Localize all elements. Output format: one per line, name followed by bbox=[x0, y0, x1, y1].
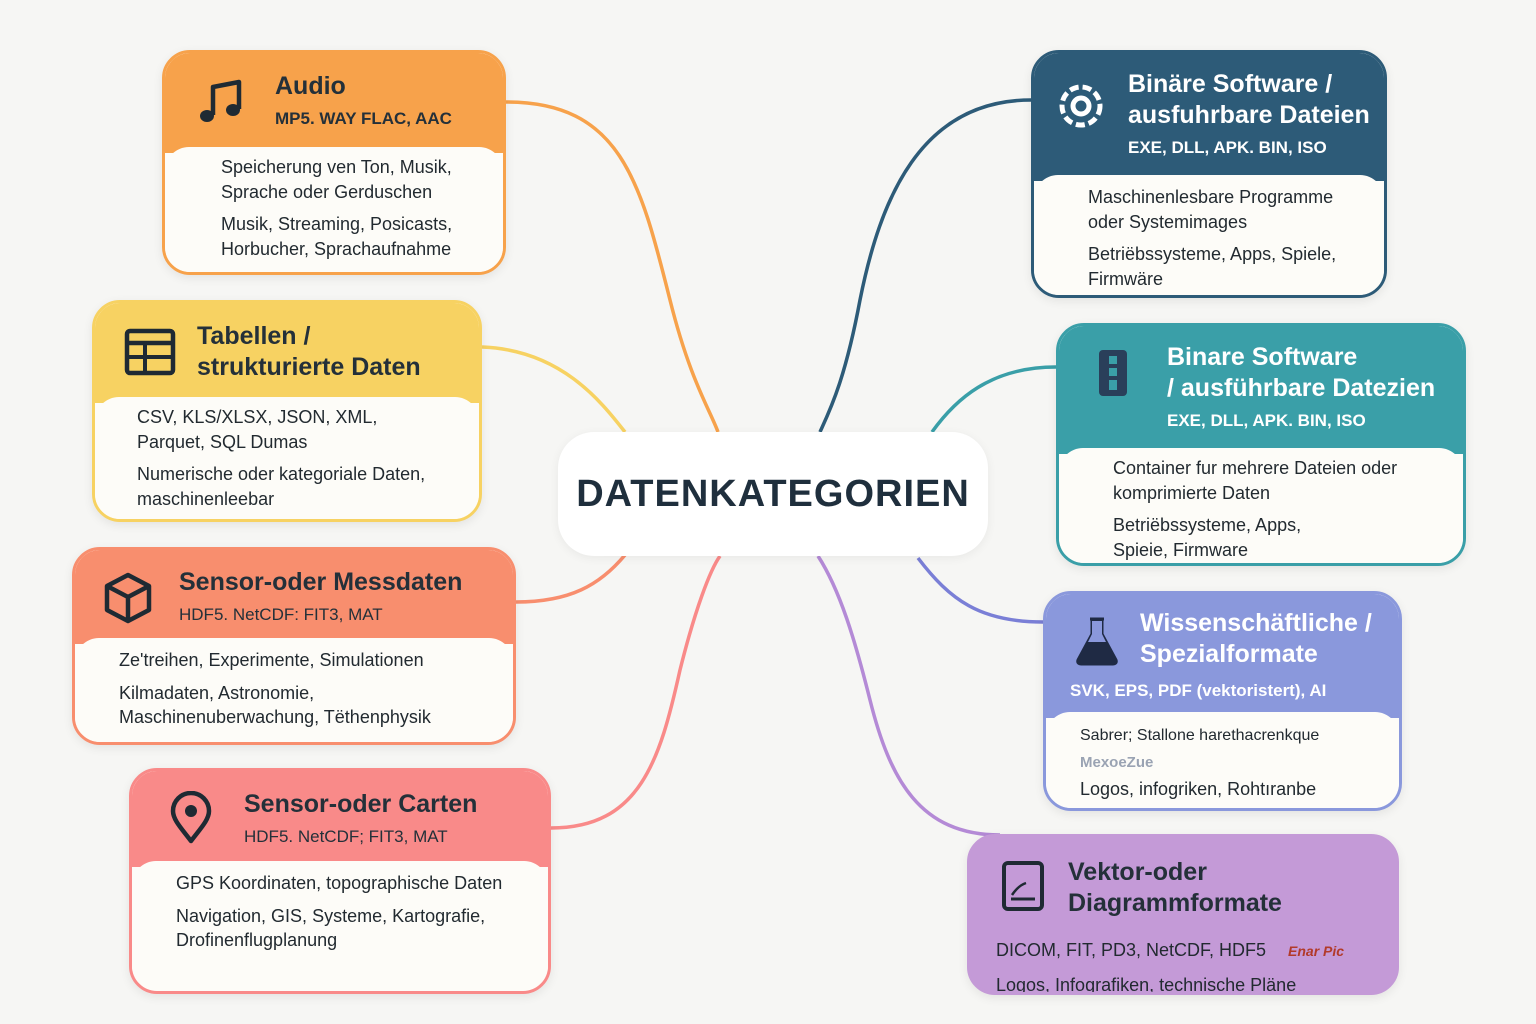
audio-title: Audio bbox=[275, 72, 346, 100]
science-faded-text: MexoeZue bbox=[1080, 753, 1154, 771]
geo-formats: HDF5. NetCDF; FIT3, MAT bbox=[244, 827, 448, 846]
map-pin-icon bbox=[164, 791, 218, 845]
cube-icon bbox=[101, 570, 155, 624]
vector-examples: Logos, Infografiken, technische Pläne bbox=[996, 975, 1297, 995]
node-science: Wissenschäftliche / Spezialformate SVK, … bbox=[1043, 591, 1402, 811]
tablet-chart-icon bbox=[996, 859, 1050, 913]
tables-title-line2: strukturierte Daten bbox=[197, 353, 421, 381]
flask-icon bbox=[1070, 614, 1124, 668]
vector-formats-row: DICOM, FIT, PD3, NetCDF, HDF5 Enar Pic bbox=[996, 933, 1376, 968]
node-vector: Vektor-oder Diagrammformate DICOM, FIT, … bbox=[967, 834, 1399, 995]
science-description: Sabrer; Stallone harethacrenkque bbox=[1080, 727, 1320, 744]
center-node: DATENKATEGORIEN bbox=[558, 432, 988, 556]
binary2-description: Container fur mehrere Dateien oder kompr… bbox=[1113, 458, 1398, 503]
archive-icon bbox=[1087, 346, 1141, 400]
geo-description: GPS Koordinaten, topographische Daten bbox=[176, 873, 503, 893]
binary1-title-line1: Binäre Software / bbox=[1128, 70, 1333, 98]
connector-binary1 bbox=[818, 98, 1032, 433]
sensor-description: Ze'treihen, Experimente, Simulationen bbox=[119, 650, 424, 670]
binary2-title-line2: / ausführbare Datezien bbox=[1167, 374, 1436, 402]
sensor-formats: HDF5. NetCDF: FIT3, MAT bbox=[179, 605, 383, 624]
geo-title: Sensor-oder Carten bbox=[244, 790, 478, 818]
binary1-title-line2: ausfuhrbare Dateien bbox=[1128, 101, 1370, 129]
node-binary-software-1: Binäre Software / ausfuhrbare Dateien EX… bbox=[1031, 50, 1387, 298]
connector-science bbox=[916, 556, 1044, 624]
vector-title-line1: Vektor-oder bbox=[1068, 858, 1207, 886]
gear-icon bbox=[1054, 79, 1108, 133]
binary1-description: Maschinenlesbare Programme oder Systemim… bbox=[1088, 187, 1334, 232]
connector-sensor bbox=[515, 553, 627, 604]
node-tables: Tabellen / strukturierte Daten CSV, KLS/… bbox=[92, 300, 482, 522]
connector-geo bbox=[550, 554, 722, 830]
table-icon bbox=[123, 325, 177, 379]
connector-audio bbox=[505, 100, 720, 433]
binary2-title-line1: Binare Software bbox=[1167, 343, 1358, 371]
connector-tables bbox=[481, 345, 627, 434]
music-note-icon bbox=[195, 75, 249, 129]
science-title-line2: Spezialformate bbox=[1140, 640, 1318, 668]
science-formats: SVK, EPS, PDF (vektoristert), AI bbox=[1070, 681, 1327, 700]
node-sensor: Sensor-oder Messdaten HDF5. NetCDF: FIT3… bbox=[72, 547, 516, 745]
binary2-examples: Betriëbssysteme, Apps, Spieie, Firmware bbox=[1113, 515, 1302, 560]
node-binary-software-2: Binare Software / ausführbare Datezien E… bbox=[1056, 323, 1466, 566]
vector-inline-logo: Enar Pic bbox=[1288, 943, 1345, 959]
connector-vector bbox=[816, 555, 1001, 837]
science-title-line1: Wissenschäftliche / bbox=[1140, 609, 1372, 637]
node-audio: Audio MP5. WAY FLAC, AAC Speicherung ven… bbox=[162, 50, 506, 275]
sensor-title: Sensor-oder Messdaten bbox=[179, 568, 463, 596]
tables-title-line1: Tabellen / bbox=[197, 322, 311, 350]
tables-description: Numerische oder kategoriale Daten, masch… bbox=[137, 464, 426, 509]
center-title: DATENKATEGORIEN bbox=[576, 472, 970, 515]
node-geo: Sensor-oder Carten HDF5. NetCDF; FIT3, M… bbox=[129, 768, 551, 994]
connector-binary2 bbox=[930, 365, 1057, 434]
science-examples: Logos, infogriken, Rohtıranbe bbox=[1080, 779, 1317, 799]
audio-description: Speicherung ven Ton, Musik, Sprache oder… bbox=[221, 157, 452, 202]
vector-title-line2: Diagrammformate bbox=[1068, 889, 1282, 917]
binary1-examples: Betriëbssysteme, Apps, Spiele, Firmwäre bbox=[1088, 244, 1337, 289]
tables-formats: CSV, KLS/XLSX, JSON, XML, Parquet, SQL D… bbox=[137, 407, 378, 452]
audio-examples: Musik, Streaming, Posicasts, Horbucher, … bbox=[221, 214, 453, 259]
sensor-examples: Kilmadaten, Astronomie, Maschinenuberwac… bbox=[119, 682, 431, 728]
geo-examples: Navigation, GIS, Systeme, Kartografie, D… bbox=[176, 905, 486, 951]
vector-formats: DICOM, FIT, PD3, NetCDF, HDF5 bbox=[996, 940, 1267, 960]
audio-formats: MP5. WAY FLAC, AAC bbox=[275, 109, 452, 128]
binary1-formats: EXE, DLL, APK. BIN, ISO bbox=[1128, 138, 1327, 157]
binary2-formats: EXE, DLL, APK. BIN, ISO bbox=[1167, 411, 1366, 430]
